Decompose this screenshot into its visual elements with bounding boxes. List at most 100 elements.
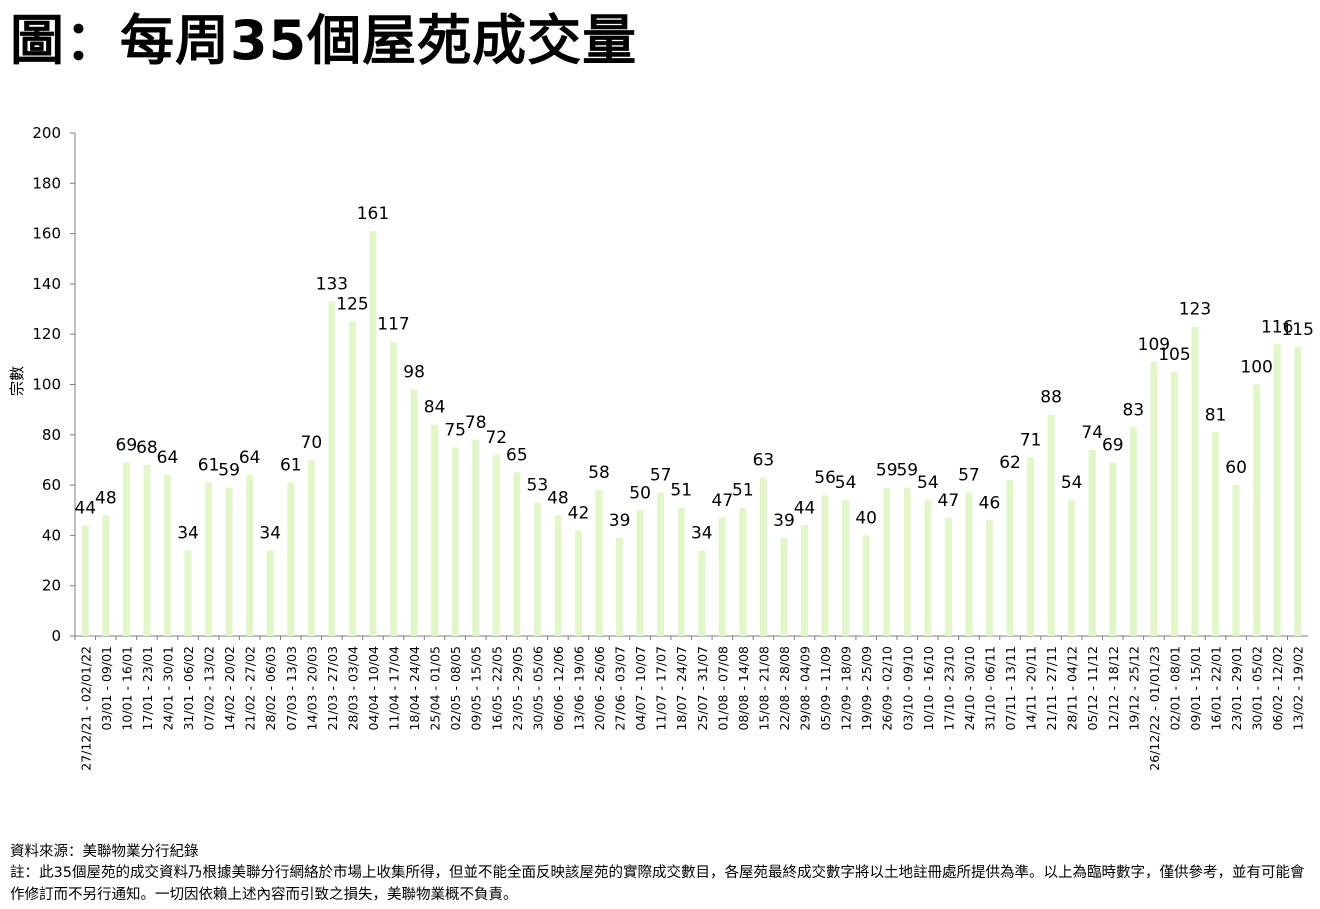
chart-title: 圖：每周35個屋苑成交量: [10, 9, 638, 72]
data-label: 63: [753, 451, 775, 471]
bar: [287, 482, 295, 636]
bar: [1212, 432, 1220, 636]
x-tick-label: 24/01 - 30/01: [160, 646, 175, 731]
bar: [1027, 457, 1035, 636]
data-label: 46: [979, 493, 1001, 513]
bar: [1170, 371, 1178, 636]
x-tick-label: 07/03 - 13/03: [284, 646, 299, 731]
data-label: 88: [1040, 388, 1062, 408]
x-tick-label: 15/08 - 21/08: [756, 646, 771, 731]
x-tick-label: 17/01 - 23/01: [140, 646, 155, 731]
bar: [862, 535, 870, 636]
x-tick-label: 13/02 - 19/02: [1291, 646, 1306, 731]
bar: [431, 424, 439, 636]
y-tick-label: 0: [51, 627, 61, 645]
x-tick-label: 07/11 - 13/11: [1003, 646, 1018, 731]
y-tick-label: 120: [32, 325, 61, 343]
bar: [266, 550, 274, 636]
data-label: 64: [239, 448, 261, 468]
data-label: 75: [444, 420, 466, 440]
data-label: 42: [568, 503, 590, 523]
x-tick-label: 05/12 - 11/12: [1085, 646, 1100, 731]
bar: [780, 537, 788, 636]
bar: [1109, 462, 1117, 636]
bar: [574, 530, 582, 636]
x-tick-label: 26/12/22 - 01/01/23: [1147, 646, 1162, 771]
x-tick-label: 21/02 - 27/02: [243, 646, 258, 731]
data-label: 68: [136, 438, 158, 458]
bar: [205, 482, 213, 636]
x-tick-label: 31/10 - 06/11: [982, 646, 997, 731]
bar: [718, 517, 726, 636]
x-tick-label: 23/05 - 29/05: [510, 646, 525, 731]
data-label: 70: [301, 433, 323, 453]
x-tick-label: 28/03 - 03/04: [345, 646, 360, 731]
x-tick-label: 20/06 - 26/06: [592, 646, 607, 731]
data-label: 61: [198, 456, 220, 476]
data-label: 74: [1081, 423, 1103, 443]
data-label: 34: [177, 523, 199, 543]
bar: [616, 537, 624, 636]
data-label: 57: [958, 466, 980, 486]
data-label: 69: [116, 435, 138, 455]
axes: 0 20 40 60 80 100 120 140 160 180 200: [32, 124, 1308, 645]
x-tick-label: 13/06 - 19/06: [571, 646, 586, 731]
x-tick-label: 06/02 - 12/02: [1270, 646, 1285, 731]
x-tick-label: 21/03 - 27/03: [325, 646, 340, 731]
data-label: 44: [74, 498, 96, 518]
x-tick-label: 31/01 - 06/02: [181, 646, 196, 731]
bar: [883, 487, 891, 636]
data-label: 123: [1179, 300, 1211, 320]
y-tick-label: 160: [32, 225, 61, 243]
y-tick-label: 200: [32, 124, 61, 142]
data-label: 34: [691, 523, 713, 543]
data-label: 116: [1261, 317, 1293, 337]
x-tick-label: 08/08 - 14/08: [736, 646, 751, 731]
data-label: 81: [1205, 405, 1227, 425]
source-text: 資料來源：美聯物業分行紀錄: [10, 844, 199, 860]
bar: [1088, 449, 1096, 636]
x-tick-label: 02/05 - 08/05: [448, 646, 463, 731]
bar: [842, 500, 850, 636]
bar: [821, 495, 829, 636]
data-label: 48: [95, 488, 117, 508]
x-tick-label: 16/05 - 22/05: [489, 646, 504, 731]
x-tick-label: 28/02 - 06/03: [263, 646, 278, 731]
bar: [636, 510, 644, 636]
x-tick-label: 03/10 - 09/10: [900, 646, 915, 731]
data-label: 50: [629, 483, 651, 503]
bar: [595, 490, 603, 636]
data-label: 83: [1123, 400, 1145, 420]
data-label: 109: [1138, 335, 1170, 355]
x-tick-label: 18/07 - 24/07: [674, 646, 689, 731]
x-tick-label: 25/04 - 01/05: [428, 646, 443, 731]
data-label: 39: [609, 511, 631, 531]
bar: [1253, 384, 1261, 636]
x-tick-label: 03/01 - 09/01: [99, 646, 114, 731]
bar: [965, 492, 973, 636]
data-label: 59: [218, 461, 240, 481]
x-tick-label: 27/12/21 - 02/01/22: [78, 646, 93, 771]
data-label: 39: [773, 511, 795, 531]
bar: [985, 520, 993, 636]
x-tick-label: 04/04 - 10/04: [366, 646, 381, 731]
y-axis-label: 宗數: [8, 366, 26, 396]
x-tick-label: 14/03 - 20/03: [304, 646, 319, 731]
x-tick-label: 23/01 - 29/01: [1229, 646, 1244, 731]
data-label: 58: [588, 463, 610, 483]
bar: [1273, 344, 1281, 636]
bar: [81, 525, 89, 636]
data-label: 57: [650, 466, 672, 486]
bar: [698, 550, 706, 636]
y-tick-label: 180: [32, 174, 61, 192]
bar: [924, 500, 932, 636]
x-tick-labels: 27/12/21 - 02/01/22 03/01 - 09/01 10/01 - …: [74, 636, 1306, 771]
data-label: 117: [377, 315, 409, 335]
bar: [903, 487, 911, 636]
bar: [513, 472, 521, 636]
bar: [122, 462, 130, 636]
data-label: 59: [896, 461, 918, 481]
data-label: 53: [527, 476, 549, 496]
x-tick-label: 30/01 - 05/02: [1250, 646, 1265, 731]
data-labels: 4448696864346159643461701331251611179884…: [74, 204, 1313, 543]
